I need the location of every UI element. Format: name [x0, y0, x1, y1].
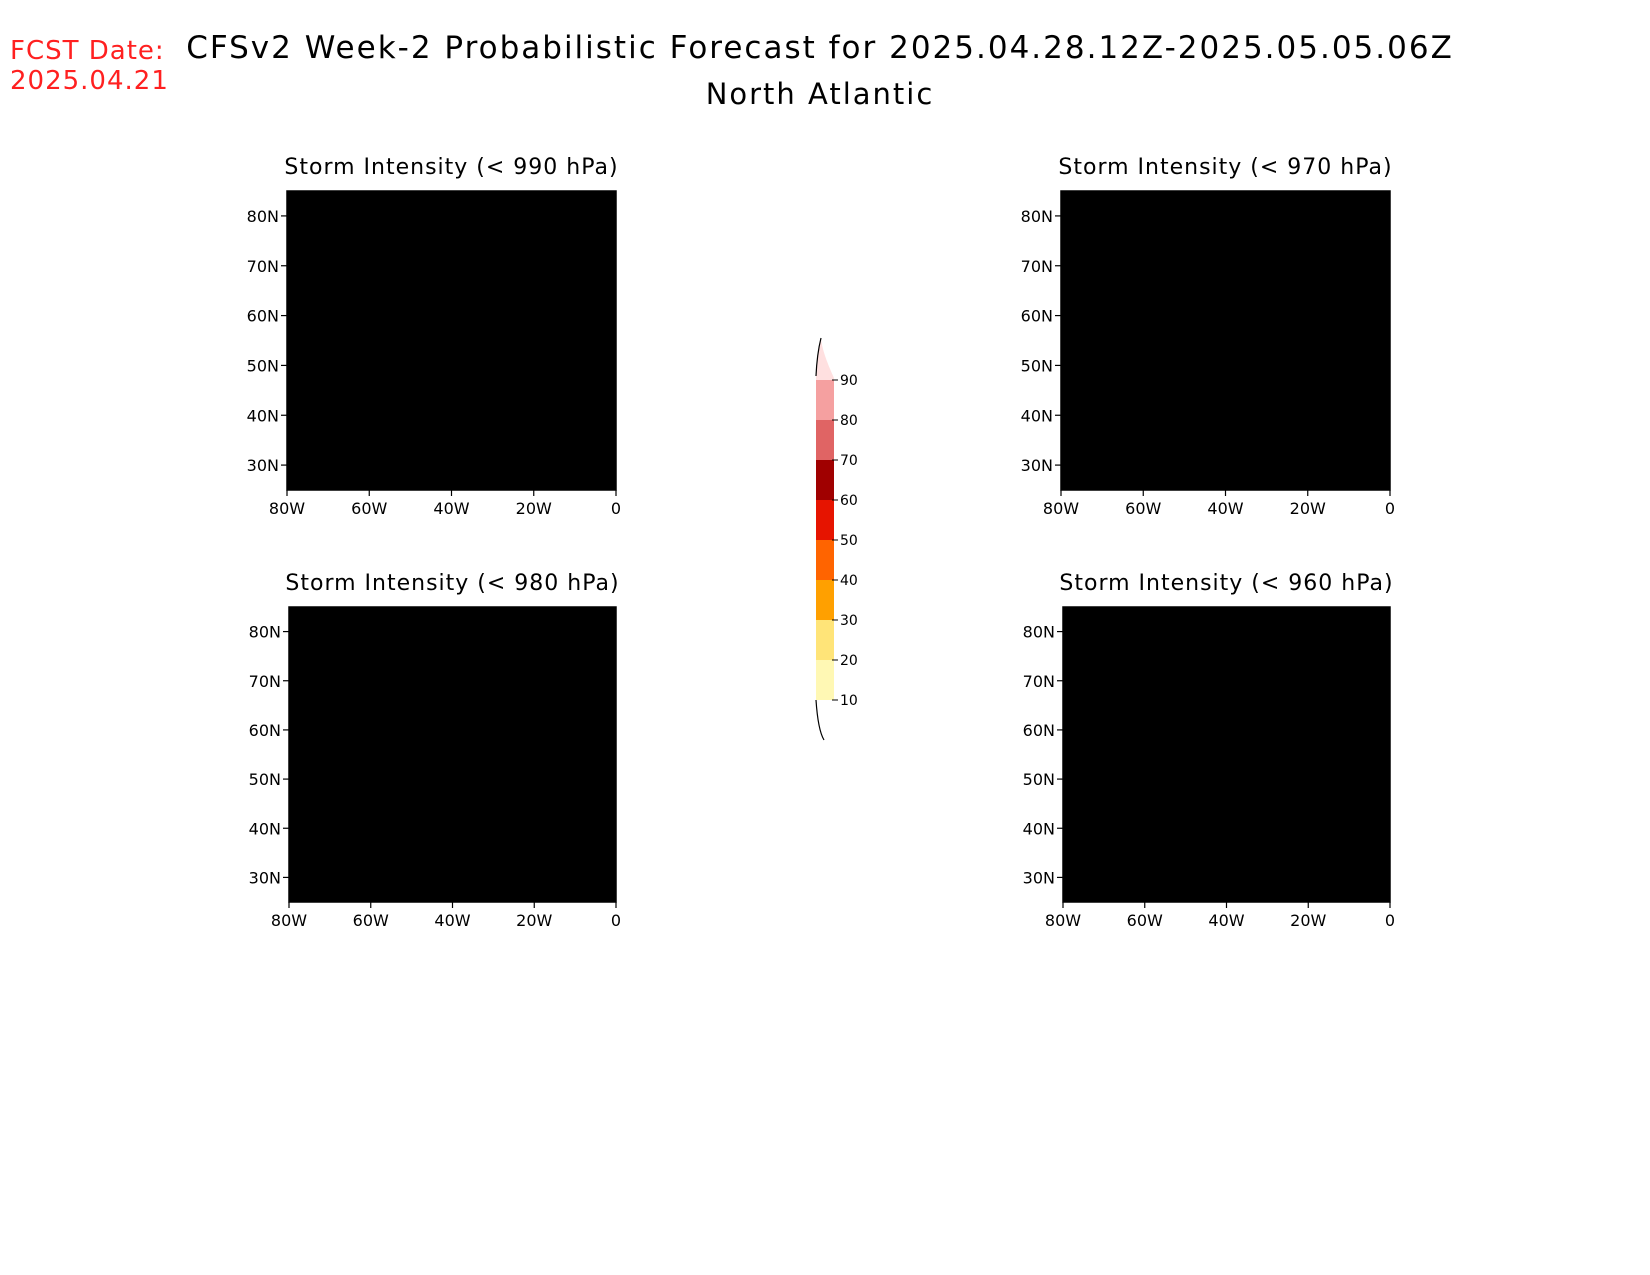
panel-980hpa: Storm Intensity (< 980 hPa) 80N 70N 60N 50N 4… — [249, 571, 621, 930]
lat-tick-label: 50N — [247, 356, 279, 375]
lat-tick-label: 30N — [249, 868, 281, 887]
lon-tick-label: 80W — [269, 499, 305, 518]
lon-tick-label: 20W — [516, 499, 552, 518]
lon-tick-label: 40W — [434, 911, 470, 930]
lon-tick-label: 80W — [271, 911, 307, 930]
page-title: CFSv2 Week-2 Probabilistic Forecast for … — [186, 30, 1454, 66]
lat-tick-label: 50N — [1023, 770, 1055, 789]
lat-tick-label: 80N — [247, 207, 279, 226]
forecast-date-label: FCST Date: — [10, 36, 165, 66]
panel-title: Storm Intensity (< 960 hPa) — [1059, 571, 1393, 596]
coastline — [1063, 614, 1390, 902]
colorbar: 10 20 30 40 50 60 70 80 90 — [815, 337, 858, 741]
lon-tick-label: 20W — [1290, 911, 1326, 930]
lon-tick-label: 80W — [1045, 911, 1081, 930]
colorbar-label: 70 — [840, 453, 858, 469]
colorbar-upper-extension — [815, 337, 822, 377]
lon-tick-label: 60W — [351, 499, 387, 518]
colorbar-swatch — [816, 338, 834, 380]
colorbar-label: 30 — [840, 613, 858, 629]
forecast-date-value: 2025.04.21 — [10, 66, 169, 96]
lat-tick-label: 30N — [247, 456, 279, 475]
colorbar-swatch — [816, 380, 834, 420]
lon-tick-label: 40W — [1207, 499, 1243, 518]
colorbar-label: 20 — [840, 653, 858, 669]
lat-tick-label: 40N — [249, 819, 281, 838]
lon-tick-label: 0 — [1385, 499, 1395, 518]
colorbar-label: 40 — [840, 573, 858, 589]
region-subtitle: North Atlantic — [705, 77, 935, 111]
lat-tick-label: 60N — [249, 721, 281, 740]
lon-tick-label: 60W — [1125, 499, 1161, 518]
panel-960hpa: Storm Intensity (< 960 hPa) 80N 70N 60N 50N 4… — [1023, 571, 1395, 930]
lon-tick-label: 60W — [353, 911, 389, 930]
lat-tick-label: 80N — [1021, 207, 1053, 226]
coastline — [287, 198, 616, 490]
colorbar-swatch — [816, 540, 834, 580]
lon-tick-label: 80W — [1043, 499, 1079, 518]
lon-tick-label: 40W — [1208, 911, 1244, 930]
lat-tick-label: 70N — [1023, 672, 1055, 691]
colorbar-label: 90 — [840, 373, 858, 389]
forecast-date-block: FCST Date: 2025.04.21 — [10, 36, 169, 96]
lat-tick-label: 60N — [1021, 307, 1053, 326]
lat-tick-label: 60N — [1023, 721, 1055, 740]
lat-tick-label: 70N — [1021, 257, 1053, 276]
colorbar-swatch — [816, 460, 834, 500]
colorbar-swatch — [816, 660, 834, 700]
lat-tick-label: 80N — [249, 623, 281, 642]
lat-tick-label: 50N — [1021, 356, 1053, 375]
lat-tick-label: 40N — [247, 406, 279, 425]
colorbar-swatch — [816, 500, 834, 540]
lat-tick-label: 40N — [1023, 819, 1055, 838]
lon-tick-label: 40W — [433, 499, 469, 518]
panel-title: Storm Intensity (< 980 hPa) — [285, 571, 619, 596]
lat-tick-label: 30N — [1023, 868, 1055, 887]
colorbar-swatch — [816, 420, 834, 460]
lon-tick-label: 20W — [1290, 499, 1326, 518]
panel-990hpa: Storm Intensity (< 990 hPa) 80N 70N 60N 50N 4… — [247, 155, 621, 518]
lat-tick-label: 70N — [249, 672, 281, 691]
coastline — [1061, 198, 1390, 490]
panel-970hpa: Storm Intensity (< 970 hPa) 80N 70N 60N 50N 4… — [1021, 155, 1395, 518]
colorbar-swatch — [816, 580, 834, 620]
colorbar-label: 60 — [840, 493, 858, 509]
lon-tick-label: 0 — [611, 499, 621, 518]
lon-tick-label: 60W — [1127, 911, 1163, 930]
panel-title: Storm Intensity (< 990 hPa) — [284, 155, 618, 180]
lat-tick-label: 50N — [249, 770, 281, 789]
lon-tick-label: 20W — [516, 911, 552, 930]
lon-tick-label: 0 — [1385, 911, 1395, 930]
colorbar-label: 10 — [840, 693, 858, 709]
colorbar-swatch — [816, 620, 834, 660]
coastline — [289, 614, 616, 902]
lon-tick-label: 0 — [611, 911, 621, 930]
colorbar-label: 80 — [840, 413, 858, 429]
lat-tick-label: 40N — [1021, 406, 1053, 425]
colorbar-lower-extension — [815, 699, 825, 741]
lat-tick-label: 30N — [1021, 456, 1053, 475]
lat-tick-label: 60N — [247, 307, 279, 326]
panel-title: Storm Intensity (< 970 hPa) — [1058, 155, 1392, 180]
colorbar-label: 50 — [840, 533, 858, 549]
lat-tick-label: 80N — [1023, 623, 1055, 642]
lat-tick-label: 70N — [247, 257, 279, 276]
